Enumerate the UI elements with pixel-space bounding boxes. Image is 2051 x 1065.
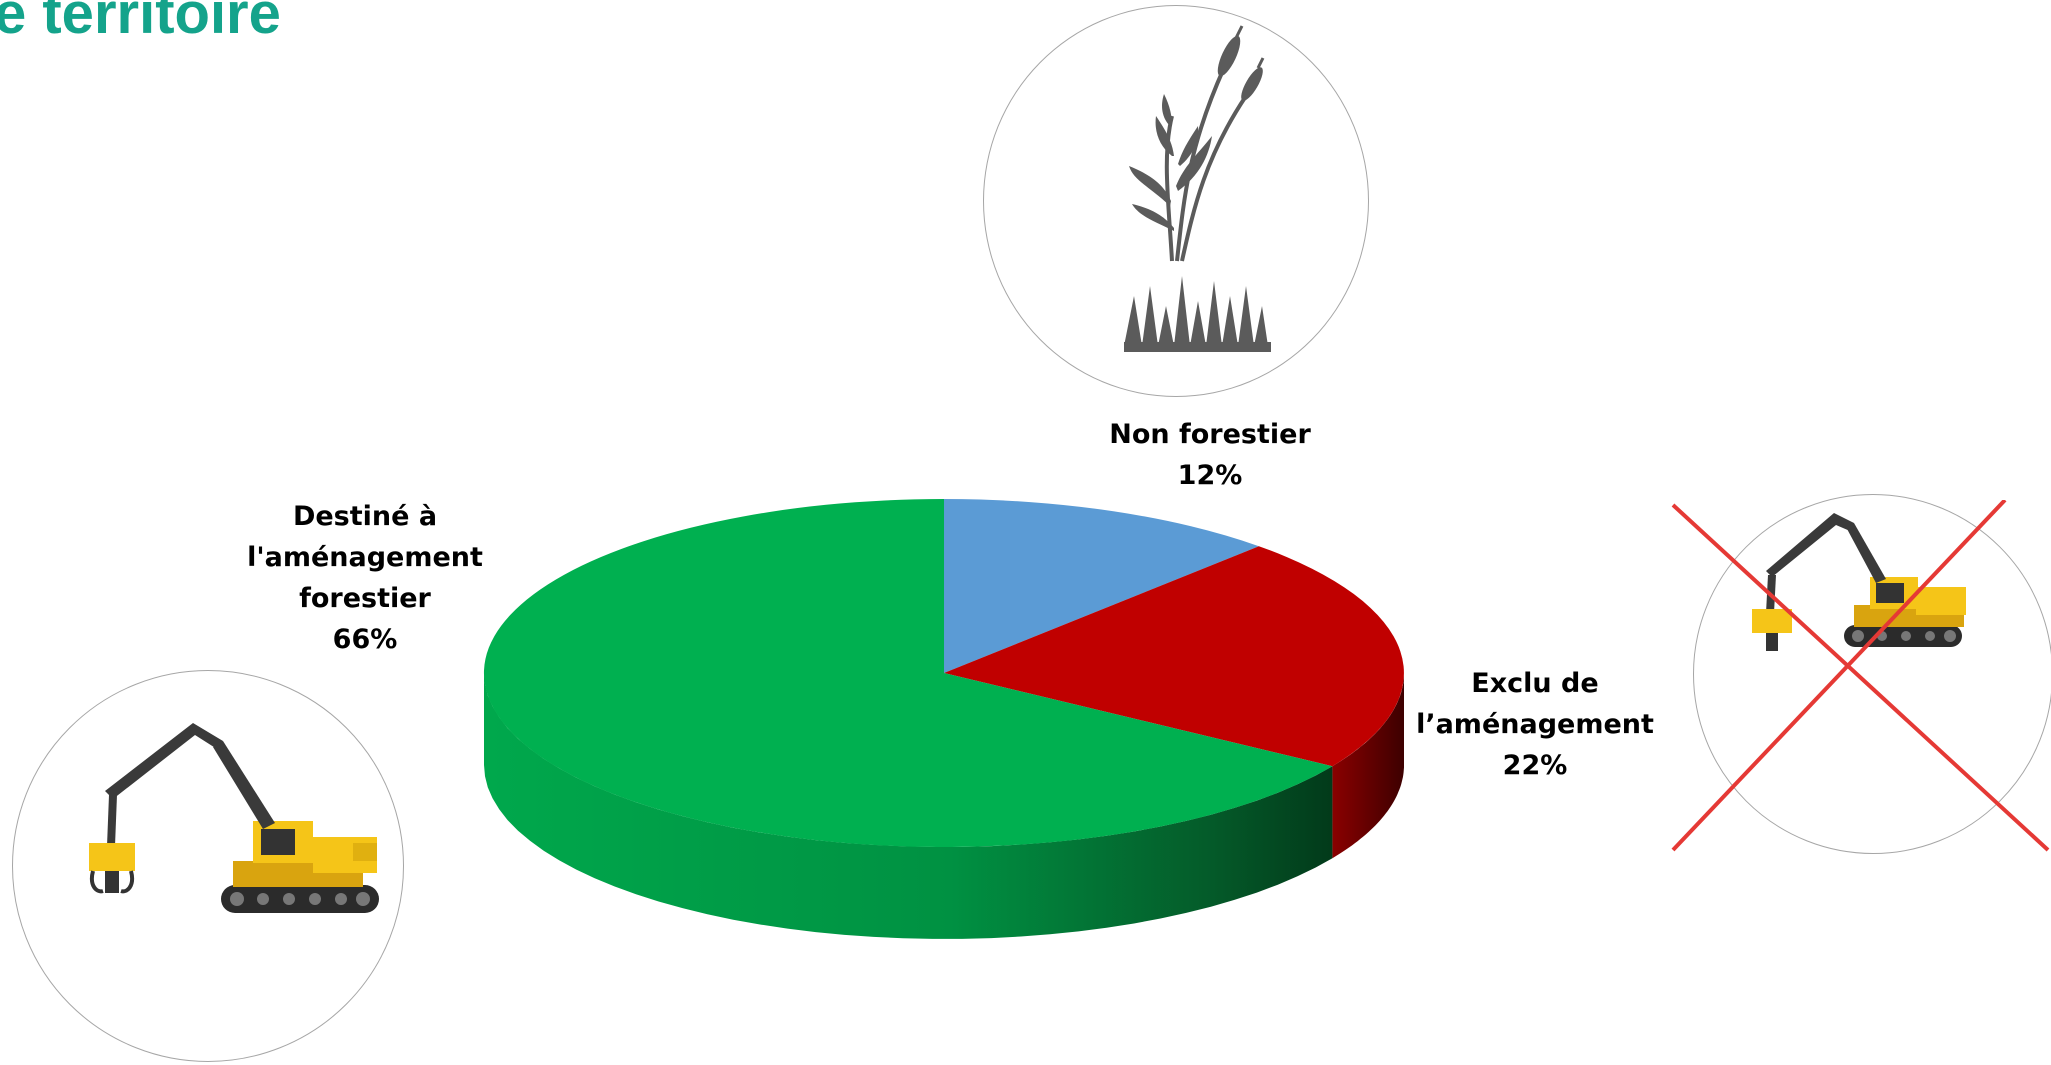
pie-sides: [484, 673, 1404, 939]
slice-label-exclu: Exclu de l’aménagement 22%: [1405, 663, 1665, 786]
slice-label-non-forestier: Non forestier 12%: [1080, 414, 1340, 496]
marsh-plant-icon: [1124, 25, 1271, 352]
slice-label-name-line2: l’aménagement: [1416, 709, 1654, 740]
slice-label-destine: Destiné à l'aménagement forestier 66%: [215, 496, 515, 660]
pie-slice-non-forestier: [944, 499, 1259, 673]
slice-label-value: 66%: [332, 624, 398, 655]
slice-label-name-line3: forestier: [299, 583, 431, 614]
pie-slice-destin-l-am-nagement-forestier: [483, 498, 1333, 847]
slice-label-name-line1: Destiné à: [292, 501, 438, 532]
non-forestier-icon-circle: [983, 5, 1369, 397]
pie-slice-exclu-de-l-am-nagement: [944, 546, 1404, 767]
pie-side-destin-l-am-nagement-forestier: [484, 673, 1333, 939]
page-title: e territoire: [0, 0, 281, 46]
pie-tops: [483, 498, 1404, 847]
slice-label-name-line2: l'aménagement: [247, 542, 483, 573]
destine-icon-circle: [12, 670, 404, 1062]
forestry-harvester-icon: [89, 723, 379, 913]
pie-side-exclu-de-l-am-nagement: [1332, 673, 1404, 859]
slice-label-value: 12%: [1177, 460, 1243, 491]
slice-label-name: Non forestier: [1109, 419, 1311, 450]
slice-label-name-line1: Exclu de: [1471, 668, 1599, 699]
slice-label-value: 22%: [1502, 750, 1568, 781]
